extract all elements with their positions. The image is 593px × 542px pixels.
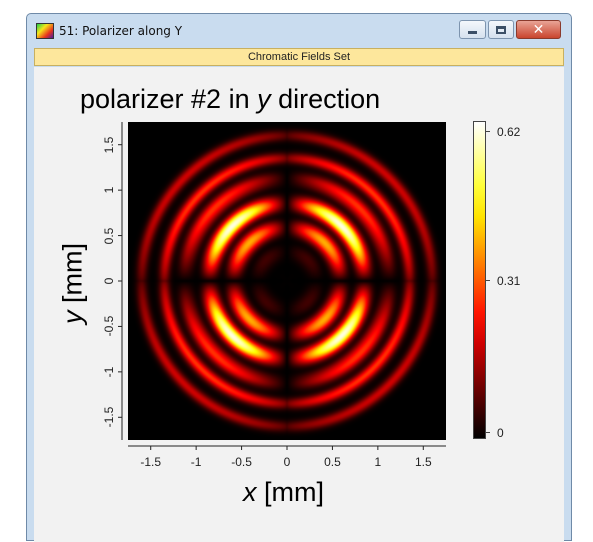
y-axis-label: y [mm] [58,224,89,344]
x-tick-label: -1.5 [140,455,162,469]
x-axis-unit: [mm] [256,477,324,507]
colorbar-max-label: 0.62 [497,125,521,139]
x-tick-label: 1.5 [414,455,432,469]
x-axis-label: x [mm] [243,477,324,508]
x-tick-label: -0.5 [231,455,252,469]
fields-set-bar[interactable]: Chromatic Fields Set [34,48,564,66]
window-title: 51: Polarizer along Y [59,24,183,38]
chart-title-suffix: direction [270,84,381,114]
close-button[interactable]: ✕ [516,20,561,39]
y-tick-label: -1 [102,366,116,378]
close-icon: ✕ [532,21,545,38]
maximize-icon [496,25,506,34]
chart-title: polarizer #2 in y direction [80,84,380,115]
y-axis-var: y [57,310,88,325]
y-tick-label: 0.5 [102,227,116,244]
app-icon [36,23,54,39]
intensity-heatmap[interactable] [128,122,446,440]
x-tick-label: 1 [374,455,382,469]
minimize-button[interactable] [459,20,486,39]
colorbar-tick [486,280,490,281]
chart-title-var: y [257,84,271,114]
heatmap-canvas[interactable] [128,122,446,440]
colorbar-tick [486,131,490,132]
x-tick-label: 0 [283,455,291,469]
x-tick-label: 0.5 [324,455,341,469]
minimize-icon [468,31,477,34]
colorbar-min-label: 0 [497,426,504,440]
colorbar [473,121,486,439]
y-tick-label: -0.5 [102,316,116,337]
x-tick-label: -1 [190,455,202,469]
y-tick-label: 1.5 [102,136,116,154]
title-bar[interactable]: 51: Polarizer along Y ✕ [27,14,571,48]
chart-title-prefix: polarizer #2 in [80,84,258,114]
maximize-button[interactable] [488,20,514,39]
y-tick-label: -1.5 [102,406,116,428]
y-tick-label: 0 [102,277,116,285]
colorbar-tick [486,432,490,433]
y-axis-unit: [mm] [57,243,88,311]
y-tick-label: 1 [102,186,116,194]
x-axis-var: x [243,477,257,507]
colorbar-mid-label: 0.31 [497,274,521,288]
